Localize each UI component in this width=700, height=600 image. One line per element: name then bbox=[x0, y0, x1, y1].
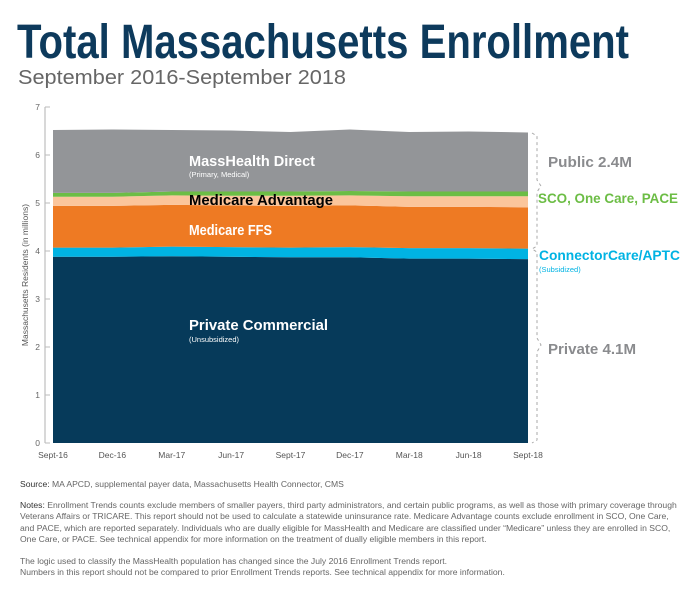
y-axis-label: Massachusetts Residents (in millions) bbox=[20, 204, 30, 346]
area-connectorcare-aptc bbox=[53, 246, 528, 260]
y-tick-label: 5 bbox=[35, 198, 40, 208]
x-tick-label: Jun-18 bbox=[456, 450, 482, 460]
notes-block: Notes: Enrollment Trends counts exclude … bbox=[20, 500, 685, 545]
series-labels: MassHealth Direct(Primary, Medical) Medic… bbox=[189, 153, 680, 344]
area-medicare-advantage bbox=[53, 195, 528, 208]
area-medicare-ffs bbox=[53, 204, 528, 249]
y-tick-label: 0 bbox=[35, 438, 40, 448]
axes: 0 1 2 3 4 5 6 7 Sept-16 Dec-16 Mar-17 Jun-17 Sept-17… bbox=[35, 102, 543, 460]
series-label: Private Commercial bbox=[189, 317, 328, 334]
x-tick-label: Dec-16 bbox=[99, 450, 127, 460]
x-tick-label: Sept-16 bbox=[38, 450, 68, 460]
x-tick-label: Sept-18 bbox=[513, 450, 543, 460]
x-tick-label: Mar-17 bbox=[158, 450, 185, 460]
area-masshealth-direct bbox=[53, 129, 528, 193]
area-private-commercial bbox=[53, 256, 528, 443]
notes-text: Enrollment Trends counts exclude members… bbox=[20, 500, 677, 544]
source-label: Source: bbox=[20, 479, 50, 489]
area-sco-one-care-pace bbox=[53, 191, 528, 197]
series-label: Medicare FFS bbox=[189, 222, 272, 239]
series-label: SCO, One Care, PACE bbox=[538, 190, 678, 206]
notes-label: Notes: bbox=[20, 500, 45, 510]
x-tick-label: Dec-17 bbox=[336, 450, 364, 460]
x-tick-label: Jun-17 bbox=[218, 450, 244, 460]
series-sublabel: (Subsidized) bbox=[539, 265, 581, 274]
summary-brackets: Public 2.4M Private 4.1M bbox=[531, 132, 636, 444]
chart-subtitle: September 2016-September 2018 bbox=[18, 67, 346, 89]
logic-note-1: The logic used to classify the MassHealt… bbox=[20, 556, 448, 566]
y-tick-label: 3 bbox=[35, 294, 40, 304]
chart-title: Total Massachusetts Enrollment bbox=[17, 16, 629, 69]
logic-note: The logic used to classify the MassHealt… bbox=[20, 556, 685, 579]
series-label: Medicare Advantage bbox=[189, 192, 333, 209]
source-note: Source: MA APCD, supplemental payer data… bbox=[20, 479, 685, 490]
x-tick-label: Mar-18 bbox=[396, 450, 423, 460]
bracket-label-private: Private 4.1M bbox=[548, 341, 636, 358]
y-tick-label: 7 bbox=[35, 102, 40, 112]
y-tick-label: 4 bbox=[35, 246, 40, 256]
logic-note-2: Numbers in this report should not be com… bbox=[20, 567, 505, 578]
bracket-line bbox=[531, 132, 542, 444]
x-tick-label: Sept-17 bbox=[276, 450, 306, 460]
y-tick-label: 1 bbox=[35, 390, 40, 400]
series-sublabel: (Unsubsidized) bbox=[189, 335, 240, 344]
series-label: MassHealth Direct bbox=[189, 153, 315, 170]
area-layers bbox=[53, 129, 528, 443]
bracket-label-public: Public 2.4M bbox=[548, 154, 632, 171]
y-tick-label: 6 bbox=[35, 150, 40, 160]
y-tick-label: 2 bbox=[35, 342, 40, 352]
series-label: ConnectorCare/APTC bbox=[539, 247, 680, 263]
source-text: MA APCD, supplemental payer data, Massac… bbox=[52, 479, 344, 489]
series-sublabel: (Primary, Medical) bbox=[189, 170, 250, 179]
